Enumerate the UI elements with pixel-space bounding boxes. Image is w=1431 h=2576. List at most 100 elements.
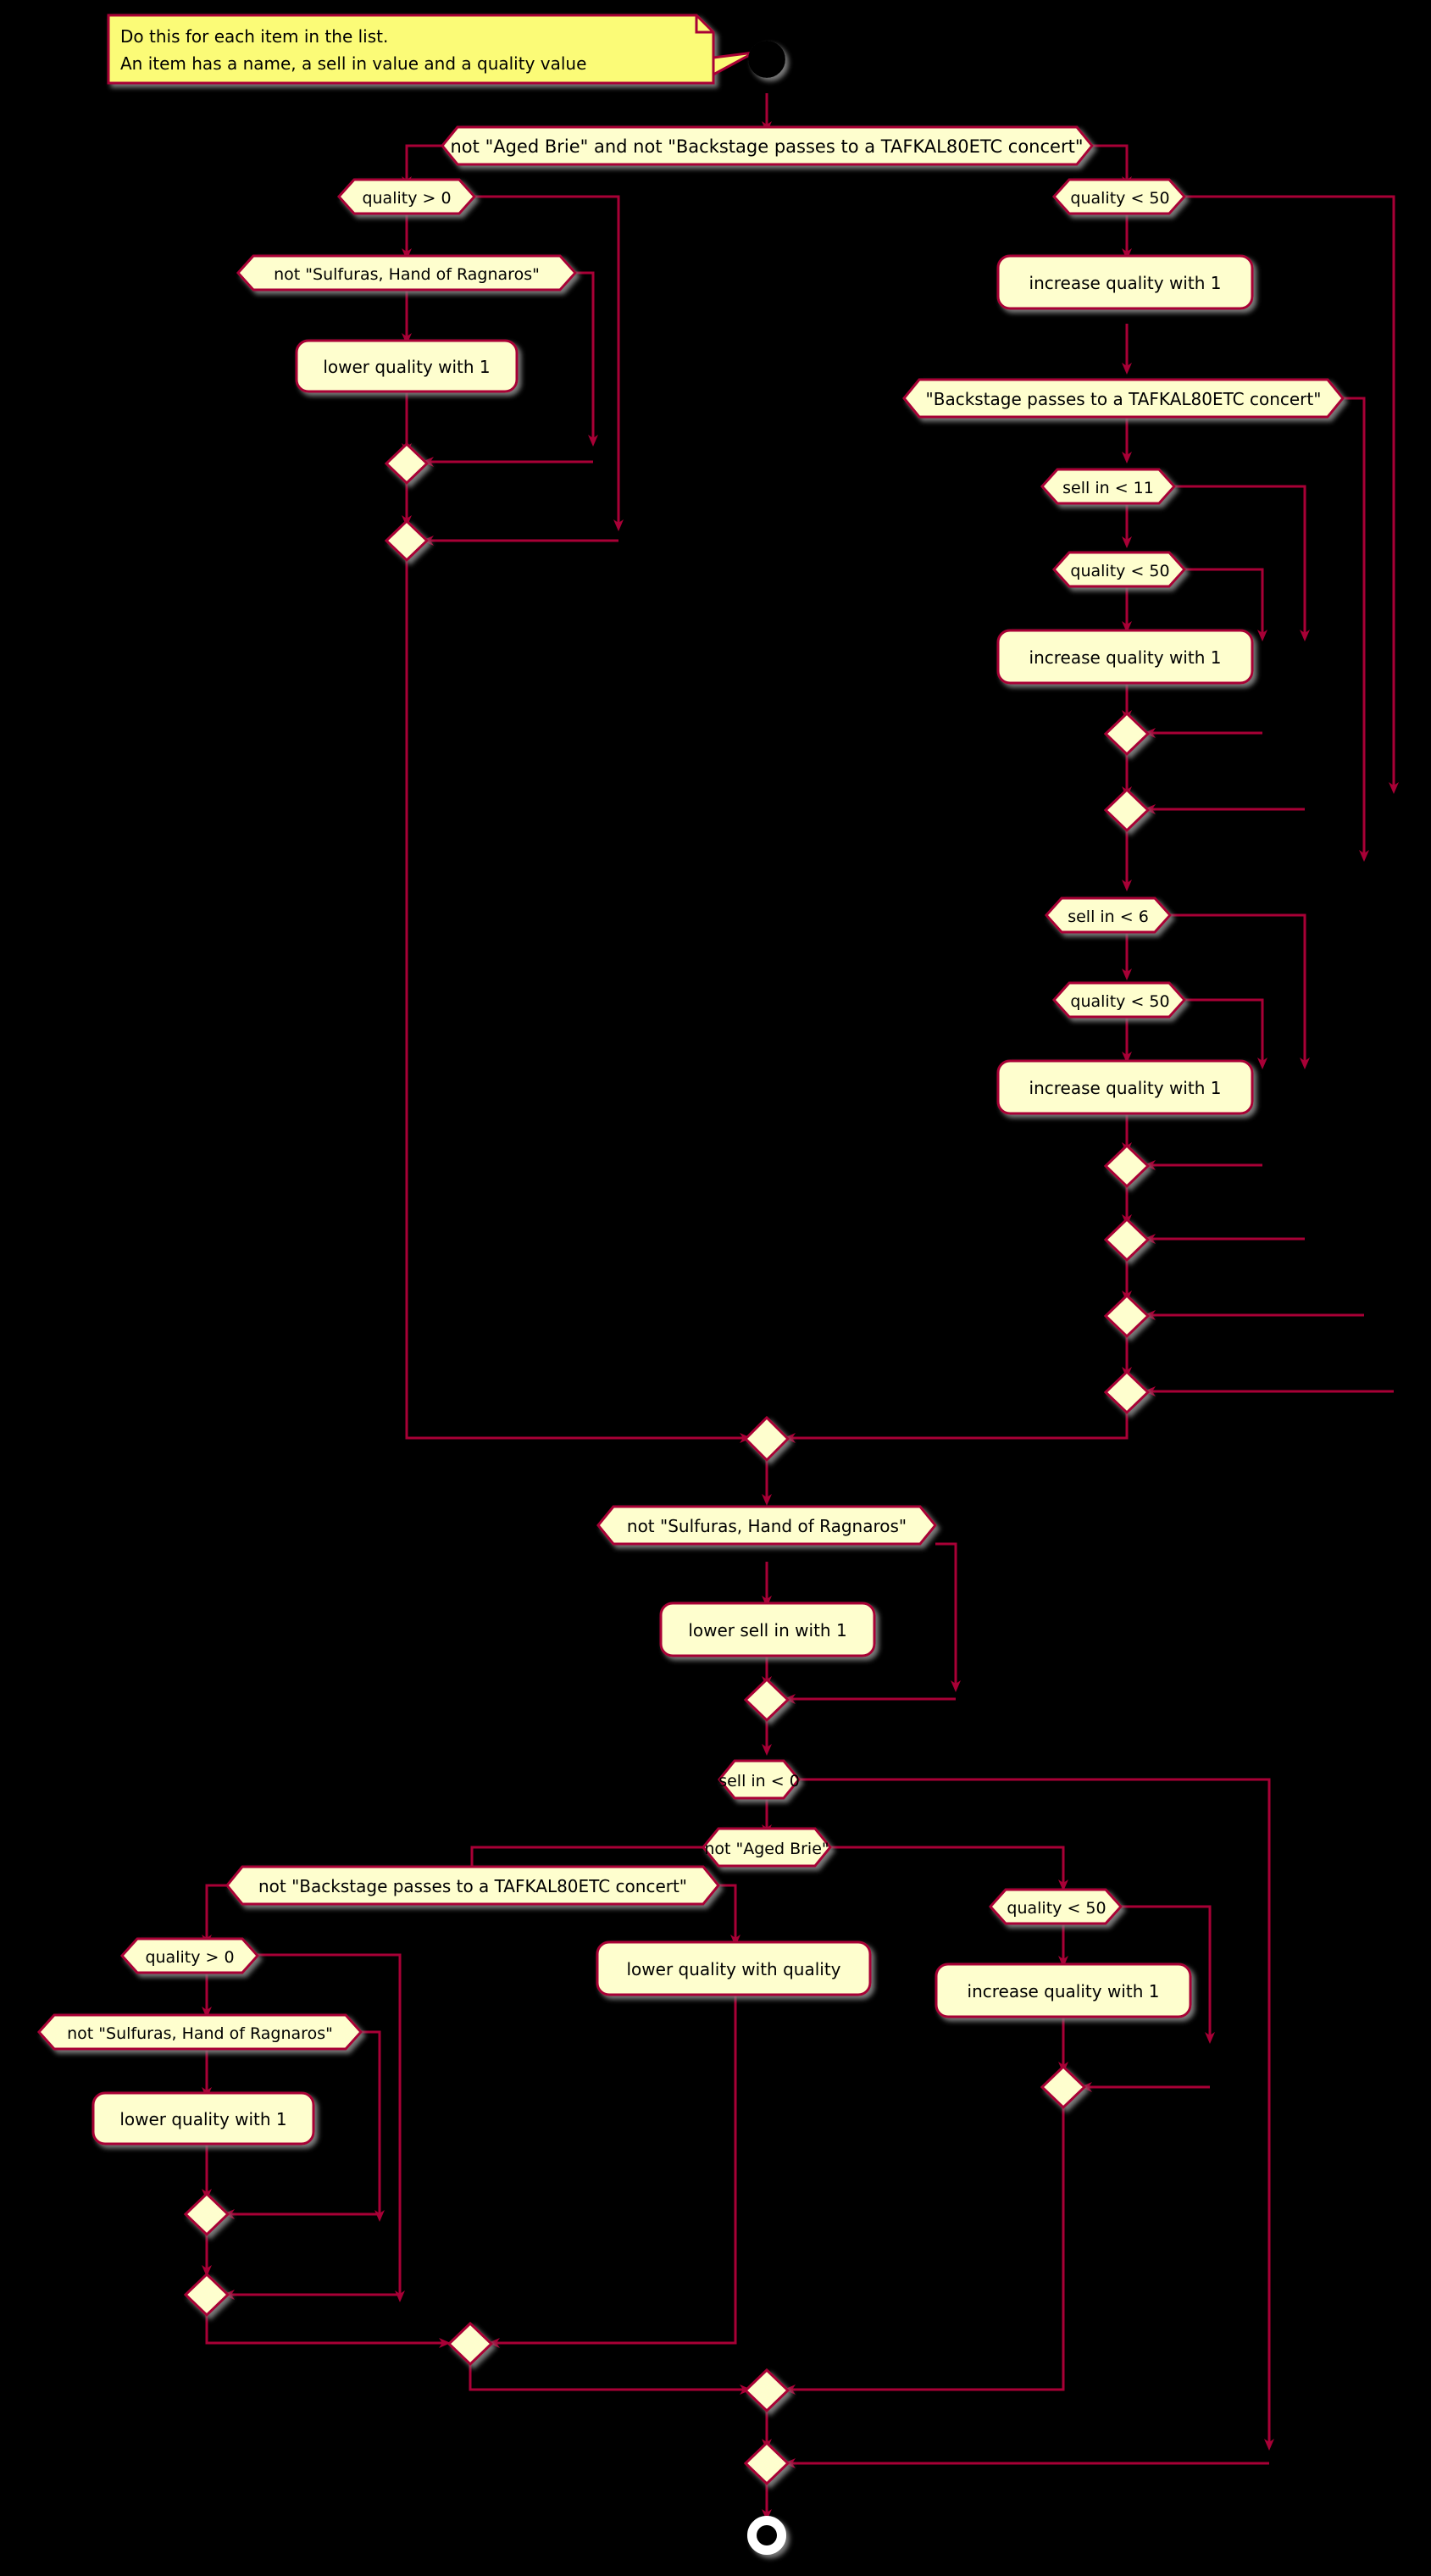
action-lower-quality-b-label: lower quality with 1 xyxy=(119,2109,286,2129)
condition-not-sulfuras-a-label: not "Sulfuras, Hand of Ragnaros" xyxy=(274,265,540,284)
edge-label-yes-q50d: yes xyxy=(1069,1929,1091,1944)
edge-label-yes-sell0: yes xyxy=(773,1803,795,1818)
edge-main-right xyxy=(1092,144,1132,188)
edge-sulfb-no xyxy=(935,1542,961,1692)
condition-quality-gt-0-b[interactable]: quality > 0 xyxy=(119,1937,260,1974)
condition-quality-lt-50-d-label: quality < 50 xyxy=(1007,1899,1106,1918)
edge-q50d-no xyxy=(1121,1905,1215,2044)
condition-main-label: not "Aged Brie" and not "Backstage passe… xyxy=(451,136,1084,157)
condition-quality-lt-50-b[interactable]: quality < 50 xyxy=(1051,551,1187,588)
note-line-1: Do this for each item in the list. xyxy=(120,26,388,47)
condition-backstage-passes-label: "Backstage passes to a TAFKAL80ETC conce… xyxy=(926,389,1322,409)
action-lower-sell-in-label: lower sell in with 1 xyxy=(688,1620,846,1641)
condition-quality-lt-50-a-label: quality < 50 xyxy=(1070,189,1169,208)
merge-diamond-main xyxy=(743,1415,790,1463)
condition-sell-in-lt-0[interactable]: sell in < 0 xyxy=(718,1759,801,1800)
condition-not-aged-brie[interactable]: not "Aged Brie" xyxy=(702,1827,832,1868)
merge-diamond-10 xyxy=(183,2191,230,2237)
action-lower-quality-a[interactable]: lower quality with 1 xyxy=(295,339,519,393)
condition-quality-lt-50-c[interactable]: quality < 50 xyxy=(1051,981,1187,1019)
condition-not-sulfuras-c[interactable]: not "Sulfuras, Hand of Ragnaros" xyxy=(36,2013,363,2051)
action-increase-quality-d[interactable]: increase quality with 1 xyxy=(935,1963,1192,2018)
edge-sell0-no xyxy=(799,1778,1274,2451)
edge-sulfc-no xyxy=(361,2030,385,2222)
edge-merge14-merge13 xyxy=(784,2107,1065,2395)
start-circle xyxy=(748,41,785,78)
condition-not-sulfuras-b-label: not "Sulfuras, Hand of Ragnaros" xyxy=(627,1516,907,1536)
edge-q50c-no xyxy=(1184,998,1267,1069)
condition-not-aged-brie-label: not "Aged Brie" xyxy=(704,1840,829,1858)
condition-backstage-passes[interactable]: "Backstage passes to a TAFKAL80ETC conce… xyxy=(902,378,1345,419)
condition-not-backstage-b-label: not "Backstage passes to a TAFKAL80ETC c… xyxy=(258,1876,687,1896)
edge-lowqq-merge12 xyxy=(488,1996,737,2348)
condition-quality-lt-50-d[interactable]: quality < 50 xyxy=(988,1888,1123,1925)
edge-q0a-no xyxy=(474,195,624,531)
condition-quality-gt-0-a[interactable]: quality > 0 xyxy=(336,178,477,215)
edge-backstage-no xyxy=(1343,397,1369,862)
edge-q0b-no xyxy=(258,1953,405,2302)
merge-diamond-11 xyxy=(183,2272,230,2318)
condition-not-sulfuras-c-label: not "Sulfuras, Hand of Ragnaros" xyxy=(67,2024,333,2043)
condition-not-sulfuras-b[interactable]: not "Sulfuras, Hand of Ragnaros" xyxy=(596,1505,937,1546)
condition-quality-lt-50-c-label: quality < 50 xyxy=(1070,992,1169,1011)
condition-not-sulfuras-a[interactable]: not "Sulfuras, Hand of Ragnaros" xyxy=(236,254,578,291)
edge-aged-right xyxy=(830,1846,1068,1891)
condition-sell-in-lt-11[interactable]: sell in < 11 xyxy=(1040,468,1177,505)
edge-label-yes-q50c: yes xyxy=(1133,1022,1155,1037)
action-increase-quality-d-label: increase quality with 1 xyxy=(968,1981,1160,2001)
condition-quality-gt-0-a-label: quality > 0 xyxy=(362,189,451,208)
merge-diamond-3 xyxy=(1103,711,1151,757)
merge-diamond-5 xyxy=(1103,1143,1151,1189)
action-lower-sell-in[interactable]: lower sell in with 1 xyxy=(659,1602,876,1657)
edge-backstageb-yes xyxy=(202,1884,227,1946)
action-lower-quality-b[interactable]: lower quality with 1 xyxy=(92,2091,315,2146)
edge-layer xyxy=(202,93,1399,2521)
edge-q50a-no xyxy=(1184,195,1399,794)
note-line-2: An item has a name, a sell in value and … xyxy=(120,53,586,74)
merge-diamond-1 xyxy=(384,441,430,486)
action-increase-quality-c[interactable]: increase quality with 1 xyxy=(996,1059,1254,1115)
condition-main[interactable]: not "Aged Brie" and not "Backstage passe… xyxy=(441,125,1094,166)
condition-sell-in-lt-6-label: sell in < 6 xyxy=(1068,908,1149,926)
condition-sell-in-lt-6[interactable]: sell in < 6 xyxy=(1044,897,1173,934)
condition-quality-lt-50-a[interactable]: quality < 50 xyxy=(1051,178,1187,215)
edge-label-yes-sell6: yes xyxy=(1133,937,1155,952)
edge-sulfa-no xyxy=(575,271,598,447)
merge-diamond-15 xyxy=(743,2440,790,2486)
merge-diamond-2 xyxy=(384,519,430,563)
edge-merge11-merge12 xyxy=(205,2314,451,2348)
action-increase-quality-c-label: increase quality with 1 xyxy=(1029,1078,1222,1098)
merge-diamond-12 xyxy=(446,2321,494,2367)
action-increase-quality-a[interactable]: increase quality with 1 xyxy=(996,254,1254,310)
merge-diamond-6 xyxy=(1103,1217,1151,1263)
edge-label-yes-sulfc: yes xyxy=(213,2054,235,2069)
note-callout: Do this for each item in the list. An it… xyxy=(107,14,755,85)
action-lower-quality-a-label: lower quality with 1 xyxy=(323,357,490,377)
edge-label-yes-q0a: yes xyxy=(413,219,435,234)
merge-diamond-7 xyxy=(1103,1293,1151,1339)
condition-quality-lt-50-b-label: quality < 50 xyxy=(1070,562,1169,580)
edge-left-to-bigmerge xyxy=(405,561,752,1443)
edge-right-to-bigmerge xyxy=(784,1411,1129,1443)
edge-label-yes-q0b: yes xyxy=(213,1978,235,1993)
merge-diamond-13 xyxy=(743,2368,790,2413)
edge-backstageb-no xyxy=(718,1884,740,1946)
merge-diamond-4 xyxy=(1103,787,1151,833)
edge-sell6-no xyxy=(1170,913,1310,1069)
condition-not-backstage-b[interactable]: not "Backstage passes to a TAFKAL80ETC c… xyxy=(225,1865,720,1906)
merge-diamond-9 xyxy=(743,1677,790,1723)
edge-label-yes-backstage: yes xyxy=(1133,424,1155,439)
condition-sell-in-lt-0-label: sell in < 0 xyxy=(718,1772,800,1790)
action-increase-quality-b[interactable]: increase quality with 1 xyxy=(996,629,1254,685)
edge-merge12-merge13 xyxy=(469,2362,752,2395)
edge-sell11-no xyxy=(1174,485,1310,641)
condition-sell-in-lt-11-label: sell in < 11 xyxy=(1062,479,1154,497)
merge-diamond-8 xyxy=(1103,1369,1151,1415)
action-increase-quality-a-label: increase quality with 1 xyxy=(1029,273,1222,293)
edge-label-yes-sulfb: yes xyxy=(773,1549,795,1564)
edge-label-yes-sell11: yes xyxy=(1133,508,1155,524)
end-circle xyxy=(747,2516,786,2555)
action-lower-quality-with-quality[interactable]: lower quality with quality xyxy=(596,1940,872,1996)
